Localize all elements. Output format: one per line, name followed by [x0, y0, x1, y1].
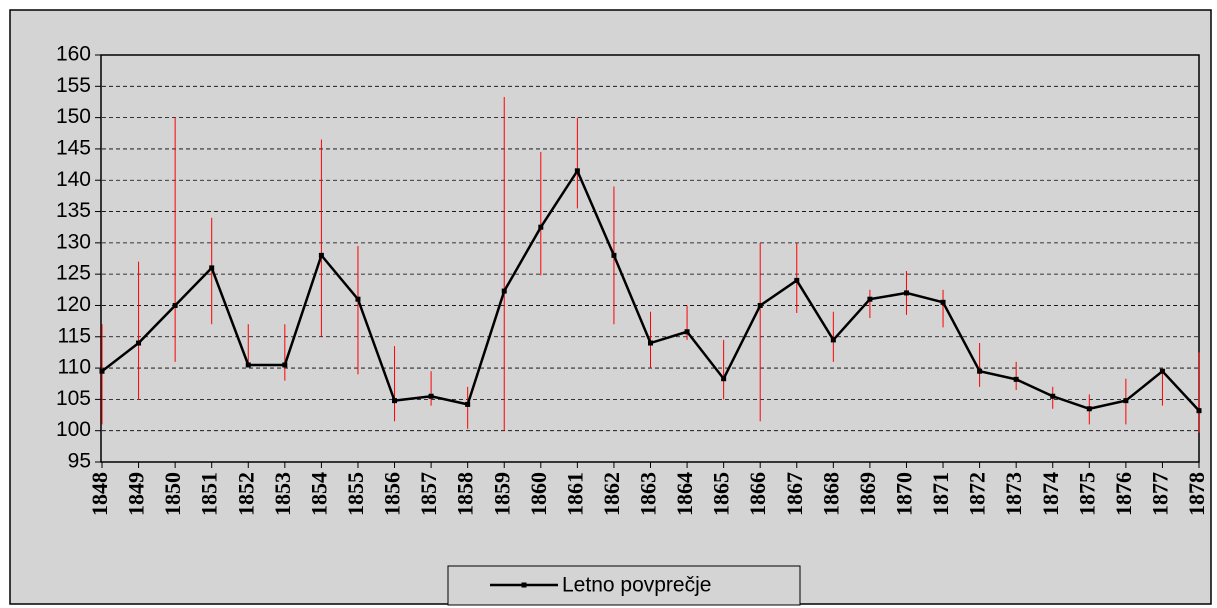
- point-marker: [209, 265, 215, 271]
- x-tick-label: 1856: [380, 472, 405, 516]
- x-tick-label: 1874: [1038, 472, 1063, 516]
- y-tick-label: 110: [58, 356, 91, 379]
- y-tick-label: 100: [56, 418, 91, 441]
- point-marker: [648, 340, 653, 346]
- y-tick-label: 105: [56, 387, 91, 410]
- x-tick-label: 1849: [124, 472, 149, 516]
- x-tick-label: 1851: [197, 472, 222, 516]
- legend-marker: [521, 582, 527, 588]
- y-tick-label: 120: [56, 293, 91, 316]
- x-tick-label: 1860: [526, 472, 551, 516]
- x-tick-label: 1848: [87, 472, 112, 516]
- y-tick-label: 150: [56, 105, 91, 128]
- point-marker: [757, 302, 763, 308]
- x-tick-label: 1855: [343, 472, 368, 516]
- x-tick-label: 1865: [709, 472, 734, 516]
- point-marker: [172, 302, 178, 308]
- x-tick-label: 1871: [928, 472, 953, 516]
- x-tick-label: 1877: [1147, 472, 1172, 516]
- point-marker: [355, 296, 361, 302]
- x-tick-label: 1864: [672, 472, 697, 516]
- point-marker: [867, 296, 873, 302]
- x-tick-label: 1873: [1001, 472, 1026, 516]
- point-marker: [282, 362, 288, 368]
- x-tick-label: 1868: [818, 472, 843, 516]
- point-marker: [99, 368, 105, 374]
- y-tick-label: 125: [56, 262, 91, 285]
- point-marker: [830, 337, 836, 343]
- point-marker: [428, 393, 434, 399]
- point-marker: [940, 299, 946, 305]
- x-tick-label: 1875: [1074, 472, 1099, 516]
- x-tick-label: 1876: [1111, 472, 1136, 516]
- point-marker: [1123, 398, 1129, 404]
- point-marker: [1159, 368, 1165, 374]
- x-tick-label: 1878: [1184, 472, 1209, 516]
- point-marker: [245, 362, 251, 368]
- point-marker: [574, 168, 580, 174]
- x-tick-label: 1861: [562, 472, 587, 516]
- point-marker: [611, 252, 617, 258]
- x-tick-label: 1866: [745, 472, 770, 516]
- x-tick-label: 1869: [855, 472, 880, 516]
- x-tick-label: 1862: [599, 472, 624, 516]
- y-tick-label: 130: [56, 230, 91, 253]
- point-marker: [136, 340, 142, 346]
- x-tick-label: 1863: [636, 472, 661, 516]
- y-tick-label: 145: [56, 136, 91, 159]
- point-marker: [977, 368, 983, 374]
- x-tick-label: 1870: [892, 472, 917, 516]
- x-tick-label: 1850: [160, 472, 185, 516]
- y-tick-label: 155: [56, 74, 91, 97]
- y-tick-label: 160: [56, 43, 91, 66]
- legend-label: Letno povprečje: [562, 574, 711, 597]
- point-marker: [903, 290, 909, 296]
- point-marker: [1086, 406, 1092, 412]
- x-tick-label: 1858: [453, 472, 478, 516]
- point-marker: [538, 224, 544, 230]
- point-marker: [794, 277, 800, 283]
- x-tick-label: 1867: [782, 472, 807, 516]
- point-marker: [1013, 376, 1019, 382]
- point-marker: [1050, 393, 1056, 399]
- y-tick-label: 95: [68, 450, 91, 473]
- point-marker: [1196, 408, 1202, 414]
- x-tick-label: 1872: [965, 472, 990, 516]
- point-marker: [465, 401, 471, 407]
- point-marker: [318, 252, 324, 258]
- point-marker: [392, 398, 398, 404]
- point-marker: [684, 329, 690, 335]
- x-tick-label: 1857: [416, 472, 441, 516]
- point-marker: [501, 288, 507, 294]
- y-tick-label: 135: [56, 199, 91, 222]
- x-tick-label: 1854: [306, 472, 331, 516]
- x-tick-label: 1853: [270, 472, 295, 516]
- point-marker: [721, 376, 727, 382]
- y-tick-label: 140: [56, 168, 91, 191]
- x-tick-label: 1852: [233, 472, 258, 516]
- plot-area: [100, 54, 1200, 463]
- y-tick-label: 115: [58, 324, 91, 347]
- x-tick-label: 1859: [489, 472, 514, 516]
